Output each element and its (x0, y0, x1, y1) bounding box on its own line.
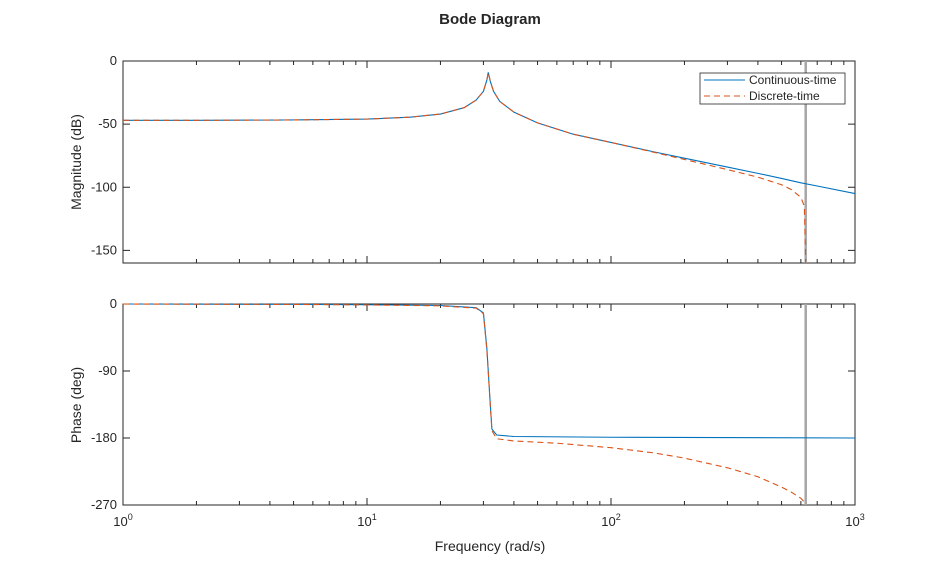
phase-axes: 0 -90 -180 -270 Phase (deg) (68, 296, 856, 512)
phase-y-tick-label: -90 (98, 363, 117, 378)
magnitude-y-tick-label: -150 (91, 242, 117, 257)
x-tick-base: 10 (601, 514, 615, 529)
phase-y-tick-label: -270 (91, 497, 117, 512)
discrete-time-series-line (122, 303, 807, 506)
legend: Continuous-time Discrete-time (699, 72, 846, 105)
phase-y-tick-labels: 0 -90 -180 -270 (91, 296, 117, 512)
magnitude-y-tick-label: -100 (91, 179, 117, 194)
x-tick-base: 10 (845, 514, 859, 529)
continuous-time-series-line (122, 303, 856, 439)
magnitude-axes: 0 -50 -100 -150 Magnitude (dB) Continuou… (68, 53, 856, 264)
x-tick-exponent: 1 (372, 512, 377, 522)
x-tick-exponent: 3 (860, 512, 865, 522)
magnitude-y-tick-label: 0 (110, 53, 117, 68)
x-tick-labels: 100 101 102 103 (113, 512, 864, 529)
x-tick-label: 102 (601, 512, 620, 529)
legend-entry-discrete: Discrete-time (749, 89, 820, 103)
magnitude-ticks (122, 60, 855, 263)
phase-plot-box (122, 303, 856, 506)
x-axis-label: Frequency (rad/s) (435, 538, 545, 554)
magnitude-y-tick-label: -50 (98, 116, 117, 131)
x-tick-base: 10 (357, 514, 371, 529)
magnitude-y-axis-label: Magnitude (dB) (68, 114, 84, 210)
x-tick-base: 10 (113, 514, 127, 529)
chart-title: Bode Diagram (439, 11, 541, 28)
phase-y-tick-label: 0 (110, 296, 117, 311)
x-tick-label: 103 (845, 512, 864, 529)
legend-box (699, 72, 846, 105)
phase-y-axis-label: Phase (deg) (68, 367, 84, 443)
x-tick-label: 101 (357, 512, 376, 529)
legend-entry-continuous: Continuous-time (749, 73, 837, 87)
phase-curves (122, 303, 856, 506)
phase-y-tick-label: -180 (91, 430, 117, 445)
x-tick-label: 100 (113, 512, 132, 529)
x-tick-exponent: 2 (616, 512, 621, 522)
magnitude-y-tick-labels: 0 -50 -100 -150 (91, 53, 117, 257)
x-tick-exponent: 0 (128, 512, 133, 522)
